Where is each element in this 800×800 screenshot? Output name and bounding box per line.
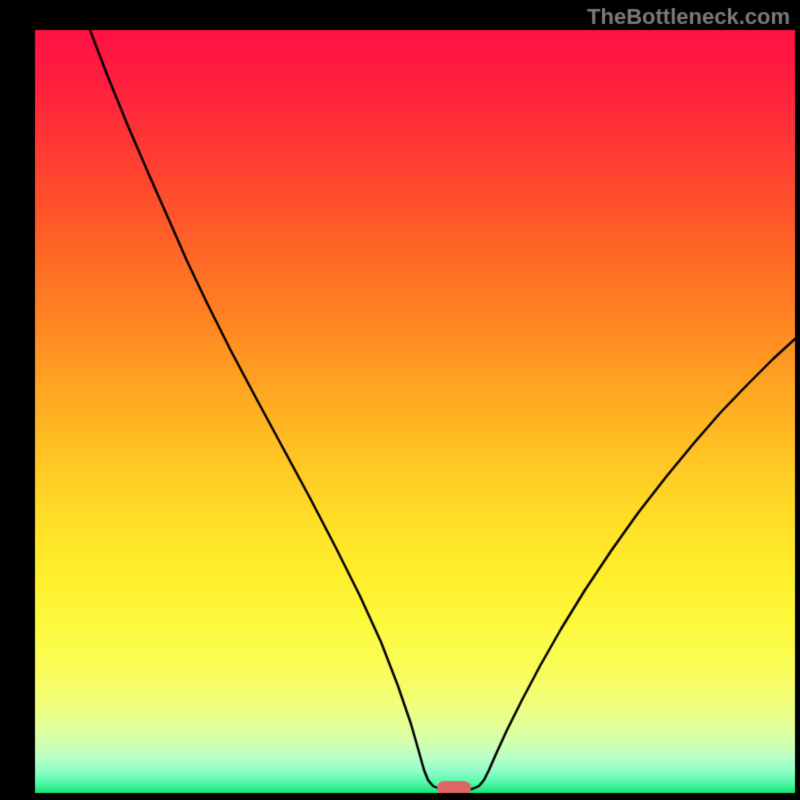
bottleneck-chart bbox=[0, 0, 800, 800]
